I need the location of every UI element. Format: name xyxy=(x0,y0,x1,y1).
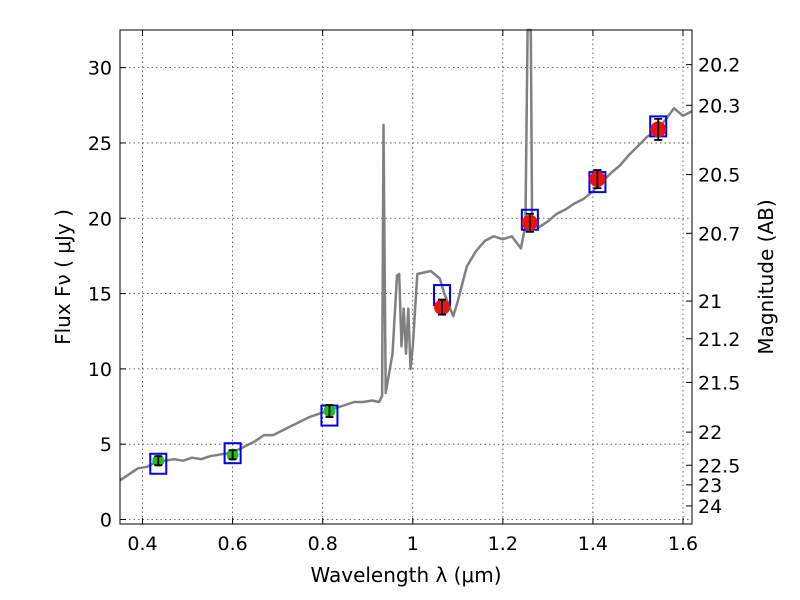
grid xyxy=(120,30,692,524)
x-tick-label: 0.6 xyxy=(217,533,247,555)
x-tick-label: 1.4 xyxy=(578,533,608,555)
x-tick-label: 1.2 xyxy=(488,533,518,555)
right-tick-label: 21.2 xyxy=(698,329,740,351)
model-photometry-boxes xyxy=(149,115,668,475)
y-axis-title-right: Magnitude (AB) xyxy=(754,199,778,354)
x-axis-title: Wavelength λ (μm) xyxy=(310,563,501,587)
right-tick-label: 21.5 xyxy=(698,372,740,394)
right-tick-label: 23 xyxy=(698,475,722,497)
right-tick-label: 22.5 xyxy=(698,455,740,477)
y-tick-label: 20 xyxy=(88,208,112,230)
right-tick-label: 21 xyxy=(698,291,722,313)
x-tick-label: 1 xyxy=(407,533,419,555)
y-tick-label: 0 xyxy=(100,509,112,531)
right-tick-label: 20.2 xyxy=(698,55,740,77)
y-tick-label: 30 xyxy=(88,58,112,80)
right-tick-label: 20.5 xyxy=(698,165,740,187)
y-tick-label: 5 xyxy=(100,434,112,456)
y-tick-label: 10 xyxy=(88,359,112,381)
y-tick-label: 15 xyxy=(88,284,112,306)
observed-points-green xyxy=(152,404,336,467)
x-tick-label: 0.8 xyxy=(308,533,338,555)
model-spectrum-line xyxy=(119,28,693,482)
observed-points-red xyxy=(434,117,667,316)
x-tick-label: 0.4 xyxy=(127,533,157,555)
plot-frame xyxy=(119,29,693,525)
right-tick-label: 20.7 xyxy=(698,223,740,245)
right-tick-label: 20.3 xyxy=(698,95,740,117)
right-tick-label: 22 xyxy=(698,422,722,444)
axis-ticks: 0.4 0.6 0.8 1 1.2 1.4 1.6 0 5 10 15 20 25 30 20.2 20.3 2… xyxy=(88,30,740,555)
model-box xyxy=(223,442,242,465)
x-tick-label: 1.6 xyxy=(668,533,698,555)
right-tick-label: 24 xyxy=(698,496,722,518)
model-box xyxy=(149,452,168,475)
y-axis-title-left: Flux Fν ( μJy ) xyxy=(51,209,75,345)
y-tick-label: 25 xyxy=(88,133,112,155)
